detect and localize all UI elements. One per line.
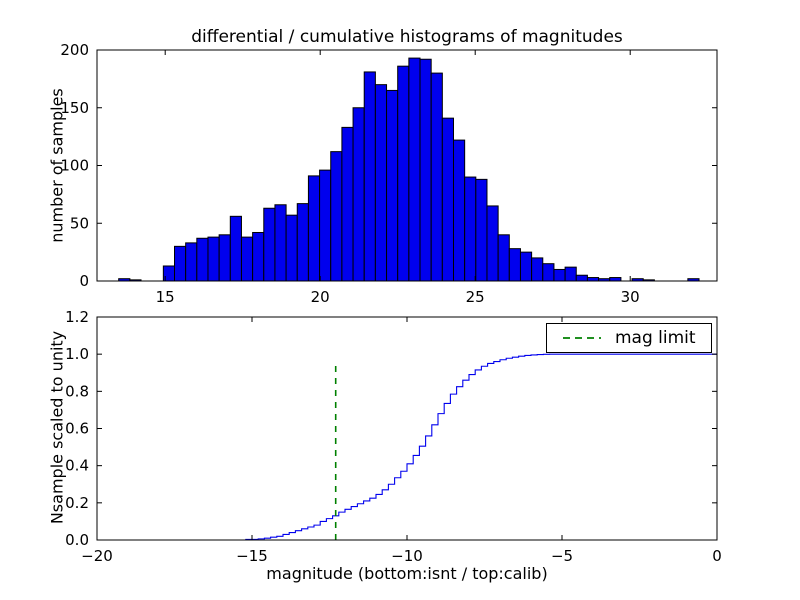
legend-dash-icon xyxy=(563,337,601,339)
bottom-axes-y-tick-label: 0.6 xyxy=(65,420,89,438)
legend: mag limit xyxy=(546,323,712,353)
top-axes-x-tick-label: 30 xyxy=(621,288,640,306)
bottom-x-axis-label: magnitude (bottom:isnt / top:calib) xyxy=(266,564,548,583)
top-axes-y-tick-label: 200 xyxy=(60,41,89,59)
top-axes-x-tick-label: 25 xyxy=(466,288,485,306)
bottom-axes-y-tick-label: 1.2 xyxy=(65,308,89,326)
bottom-axes-x-tick-label: −5 xyxy=(551,547,573,565)
bottom-axes-x-tick-label: −15 xyxy=(236,547,268,565)
top-axes-y-tick-label: 150 xyxy=(60,99,89,117)
bottom-axes-x-tick-label: 0 xyxy=(712,547,722,565)
bottom-axes-y-tick-label: 0.0 xyxy=(65,531,89,549)
figure-title: differential / cumulative histograms of … xyxy=(191,27,623,47)
legend-label: mag limit xyxy=(615,328,696,348)
bottom-axes-y-tick-label: 0.2 xyxy=(65,494,89,512)
top-y-axis-label: number of samples xyxy=(47,88,67,243)
cumulative-curve xyxy=(221,353,717,541)
bottom-axes-y-tick-label: 0.8 xyxy=(65,382,89,400)
top-axes-x-tick-label: 20 xyxy=(311,288,330,306)
bottom-axes: −20 −15 −10 −5 0 0.0 0.2 0.4 0.6 0.8 1.0 1.2 xyxy=(65,308,722,565)
bottom-axes-x-tick-label: −20 xyxy=(81,547,113,565)
bottom-y-axis-label: Nsample scaled to unity xyxy=(47,330,67,525)
bottom-axes-y-tick-label: 1.0 xyxy=(65,345,89,363)
top-axes-y-tick-label: 0 xyxy=(79,272,89,290)
top-axes-y-tick-label: 50 xyxy=(70,214,89,232)
bottom-axes-y-tick-label: 0.4 xyxy=(65,457,89,475)
bottom-axes-x-tick-label: −10 xyxy=(391,547,423,565)
top-axes: 15 20 25 30 0 50 100 150 200 xyxy=(60,41,718,306)
histogram-bars xyxy=(118,57,700,282)
top-axes-y-tick-label: 100 xyxy=(60,157,89,175)
top-axes-x-tick-label: 15 xyxy=(156,288,175,306)
